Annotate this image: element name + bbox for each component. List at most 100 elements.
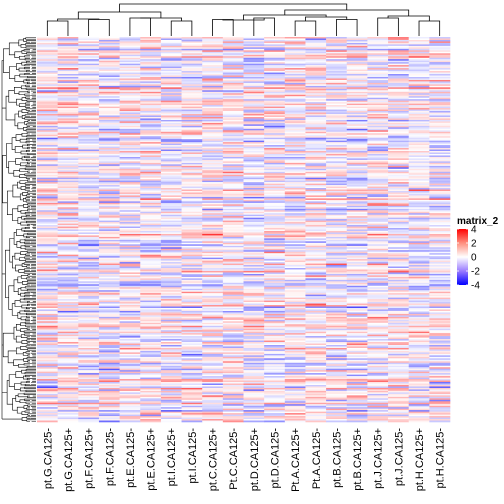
heatmap-cell	[388, 302, 409, 304]
heatmap-cell	[98, 79, 120, 82]
heatmap-cell	[284, 245, 306, 248]
heatmap-cell	[346, 205, 368, 208]
heatmap-cell	[140, 382, 162, 384]
heatmap-cell	[367, 50, 389, 53]
heatmap-cell	[346, 204, 368, 207]
heatmap-cell	[243, 228, 265, 230]
heatmap-cell	[181, 103, 203, 106]
heatmap-cell	[119, 102, 141, 104]
heatmap-cell	[98, 220, 120, 223]
heatmap-cell	[264, 41, 286, 44]
heatmap-cell	[408, 151, 430, 153]
heatmap-cell	[305, 145, 327, 147]
heatmap-cell	[57, 222, 79, 224]
heatmap-cell	[429, 316, 451, 319]
heatmap-cell	[78, 281, 100, 284]
heatmap-cell	[119, 253, 141, 255]
heatmap-cell	[57, 230, 79, 233]
heatmap-cell	[37, 316, 58, 319]
heatmap-cell	[429, 259, 451, 261]
heatmap-cell	[408, 165, 430, 168]
heatmap-cell	[222, 219, 244, 221]
heatmap-cell	[57, 65, 79, 67]
heatmap-cell	[408, 373, 430, 375]
heatmap-cell	[264, 139, 286, 141]
heatmap-cell	[37, 318, 58, 321]
heatmap-cell	[140, 213, 162, 215]
heatmap-cell	[326, 48, 348, 51]
heatmap-cell	[284, 284, 306, 287]
heatmap-cell	[202, 185, 224, 187]
heatmap-cell	[222, 382, 244, 384]
heatmap-cell	[326, 327, 348, 330]
heatmap-cell	[37, 254, 58, 257]
heatmap-cell	[98, 183, 120, 186]
heatmap-cell	[388, 85, 409, 88]
heatmap-cell	[37, 310, 58, 313]
heatmap-cell	[388, 346, 409, 349]
heatmap-cell	[429, 57, 451, 60]
heatmap-cell	[181, 74, 203, 76]
heatmap-cell	[222, 173, 244, 176]
heatmap-cell	[37, 367, 58, 369]
heatmap-cell	[140, 299, 162, 301]
heatmap-cell	[264, 313, 286, 316]
heatmap-cell	[119, 229, 141, 232]
heatmap-cell	[429, 75, 451, 78]
heatmap-cell	[78, 196, 100, 199]
heatmap-cell	[140, 300, 162, 303]
heatmap-cell	[222, 244, 244, 247]
heatmap-cell	[243, 222, 265, 224]
heatmap-cell	[429, 339, 451, 341]
heatmap-cell	[202, 79, 224, 82]
heatmap-cell	[346, 324, 368, 327]
heatmap-cell	[388, 106, 409, 109]
heatmap-row	[37, 79, 451, 82]
heatmap-cell	[37, 293, 58, 295]
heatmap-cell	[305, 188, 327, 190]
heatmap-row	[37, 361, 451, 364]
heatmap-cell	[98, 242, 120, 245]
heatmap-cell	[140, 307, 162, 310]
heatmap-cell	[305, 260, 327, 263]
heatmap-cell	[160, 362, 182, 365]
heatmap-cell	[57, 235, 79, 238]
heatmap-cell	[202, 51, 224, 54]
heatmap-cell	[78, 262, 100, 264]
heatmap-cell	[367, 191, 389, 193]
heatmap-cell	[305, 362, 327, 365]
heatmap-cell	[37, 306, 58, 309]
heatmap-cell	[202, 199, 224, 202]
heatmap-cell	[346, 257, 368, 260]
heatmap-cell	[429, 81, 451, 84]
heatmap-cell	[284, 158, 306, 161]
heatmap-cell	[140, 202, 162, 205]
heatmap-cell	[140, 76, 162, 79]
heatmap-cell	[284, 76, 306, 79]
heatmap-cell	[160, 328, 182, 331]
heatmap-cell	[181, 37, 203, 39]
heatmap-cell	[57, 131, 79, 134]
heatmap-cell	[367, 259, 389, 261]
heatmap-cell	[119, 275, 141, 278]
heatmap-cell	[160, 66, 182, 69]
heatmap-cell	[429, 87, 451, 90]
heatmap-cell	[408, 139, 430, 141]
heatmap-cell	[367, 382, 389, 384]
heatmap-row	[37, 281, 451, 284]
heatmap-cell	[388, 386, 409, 389]
heatmap-row	[37, 367, 451, 369]
heatmap-cell	[222, 268, 244, 270]
heatmap-cell	[388, 63, 409, 66]
heatmap-cell	[264, 164, 286, 167]
heatmap-cell	[181, 44, 203, 47]
heatmap-cell	[98, 343, 120, 346]
heatmap-cell	[429, 281, 451, 284]
heatmap-cell	[388, 155, 409, 158]
heatmap-cell	[429, 188, 451, 190]
heatmap-cell	[98, 337, 120, 340]
heatmap-row	[37, 233, 451, 236]
heatmap-cell	[264, 124, 286, 127]
heatmap-cell	[202, 219, 224, 221]
heatmap-cell	[181, 290, 203, 292]
